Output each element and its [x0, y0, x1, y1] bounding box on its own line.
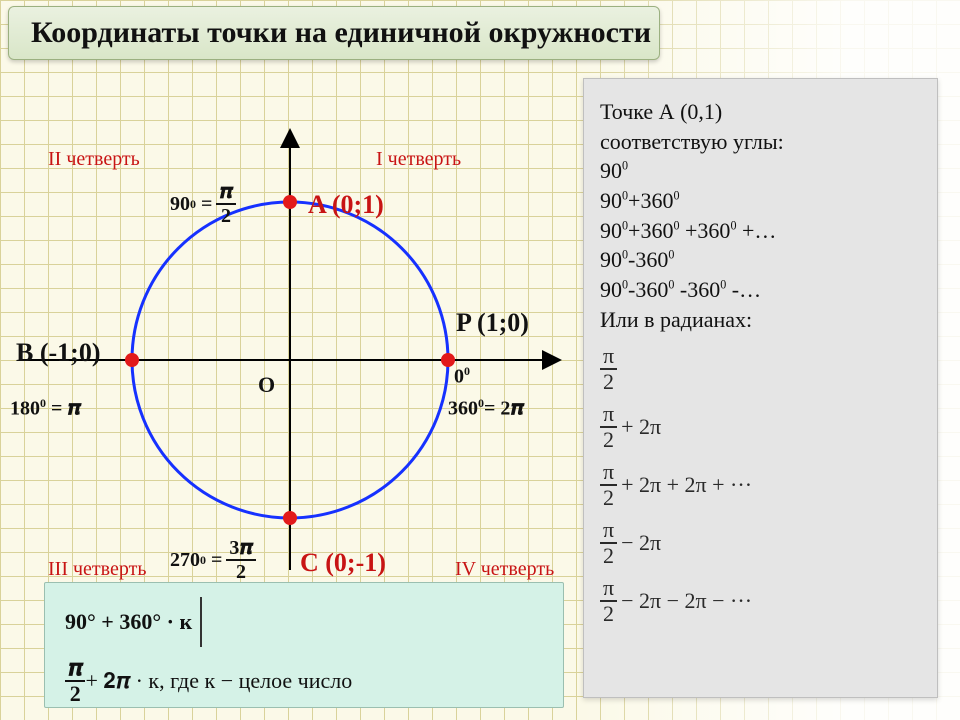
formula-line-1: 90° + 360° · к — [65, 597, 543, 647]
side-panel: Точке А (0,1)соответствую углы:900900+36… — [583, 78, 938, 698]
origin-label: O — [258, 372, 275, 398]
radian-list-item: π2 + 2π — [600, 403, 921, 451]
angle-list-item: 900 — [600, 156, 921, 186]
point-P-label: P (1;0) — [456, 308, 529, 338]
angle-list-item: 900-3600 — [600, 245, 921, 275]
angle-list-item: соответствую углы: — [600, 127, 921, 157]
point-P — [441, 353, 455, 367]
quadrant-III-label: III четверть — [48, 558, 146, 581]
title-bar: Координаты точки на единичной окружности — [8, 6, 660, 60]
angle-180: 1800 = 𝝅 — [10, 396, 81, 421]
quadrant-II-label: II четверть — [48, 148, 140, 171]
angle-list-item: 900+3600 +3600 +… — [600, 216, 921, 246]
text-cursor-icon — [200, 597, 202, 647]
formula-line-2: 𝝅2 + 𝟐𝝅 · к, где к − целое число — [65, 657, 543, 705]
angle-list-item: 900+3600 — [600, 186, 921, 216]
radian-list-item: π2 — [600, 345, 921, 393]
radian-list-item: π2 + 2π + 2π + ··· — [600, 461, 921, 509]
quadrant-I-label: I четверть — [376, 148, 461, 171]
radian-list: π2 π2 + 2π π2 + 2π + 2π + ··· π2 − 2π π2 − 2… — [600, 345, 921, 625]
angle-0: 00 — [454, 364, 470, 389]
angle-270: 2700 = 3𝝅2 — [170, 538, 256, 582]
point-B — [125, 353, 139, 367]
angle-90: 900 = 𝝅2 — [170, 182, 236, 226]
point-C-label: С (0;-1) — [300, 548, 386, 578]
point-A — [283, 195, 297, 209]
angle-list-item: 900-3600 -3600 -… — [600, 275, 921, 305]
angle-text-list: Точке А (0,1)соответствую углы:900900+36… — [600, 97, 921, 335]
point-B-label: B (-1;0) — [16, 338, 100, 368]
angle-list-item: Или в радианах: — [600, 305, 921, 335]
quadrant-IV-label: IV четверть — [455, 558, 554, 581]
point-C — [283, 511, 297, 525]
page-title: Координаты точки на единичной окружности — [31, 16, 651, 50]
angle-360: 3600= 2𝝅 — [448, 396, 524, 421]
radian-list-item: π2 − 2π — [600, 519, 921, 567]
radian-list-item: π2 − 2π − 2π − ··· — [600, 577, 921, 625]
point-A-label: A (0;1) — [308, 190, 384, 220]
angle-list-item: Точке А (0,1) — [600, 97, 921, 127]
formula-box: 90° + 360° · к 𝝅2 + 𝟐𝝅 · к, где к − цело… — [44, 582, 564, 708]
